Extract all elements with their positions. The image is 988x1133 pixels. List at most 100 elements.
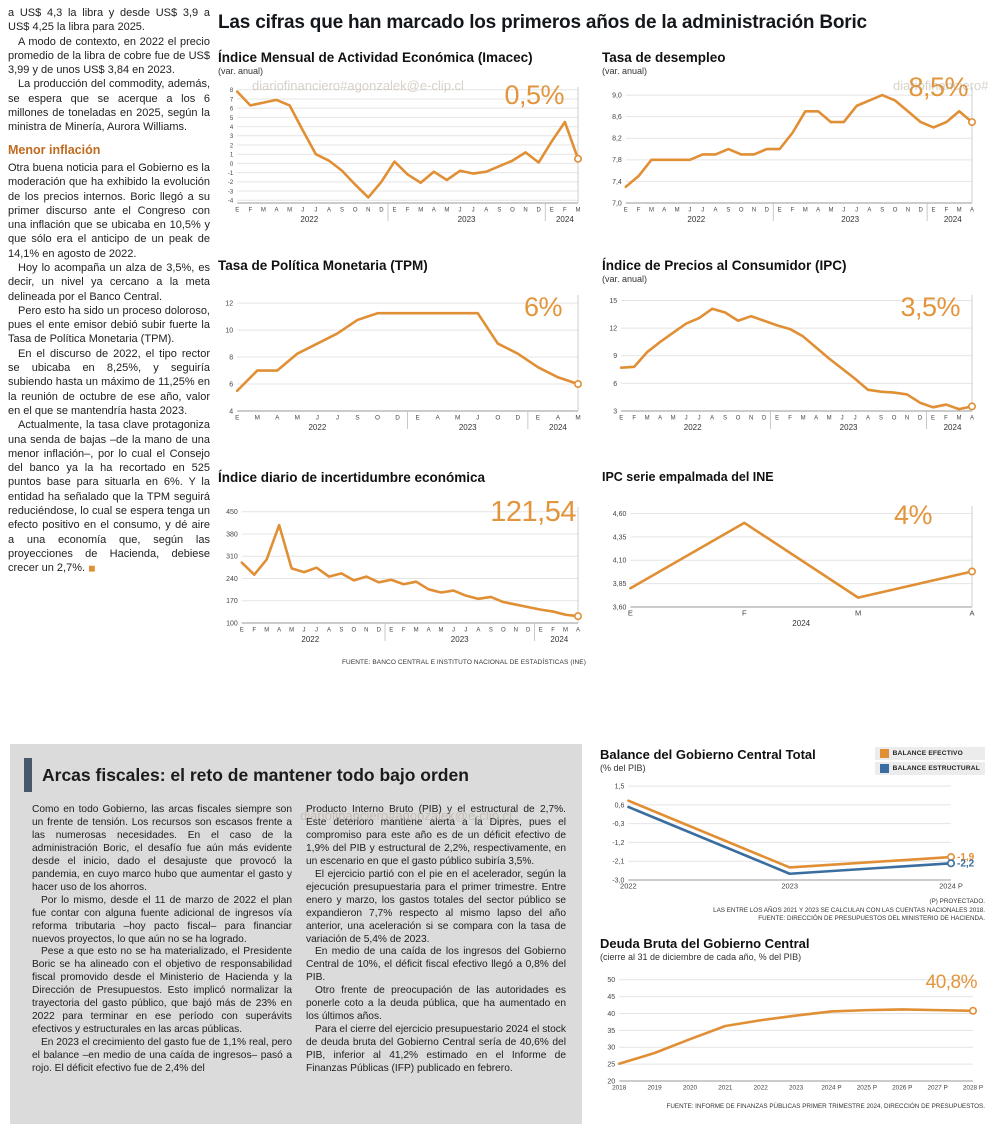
- svg-text:100: 100: [226, 620, 238, 627]
- svg-text:E: E: [628, 609, 633, 618]
- svg-text:J: J: [301, 208, 304, 214]
- svg-text:3,85: 3,85: [613, 581, 627, 588]
- svg-text:15: 15: [609, 298, 617, 305]
- chart-title: Tasa de desempleo: [602, 50, 726, 65]
- chart-desempleo: Tasa de desempleo (var. anual) 8,5% 7,0 7…: [602, 50, 984, 229]
- svg-text:E: E: [392, 208, 396, 214]
- svg-text:2023: 2023: [781, 882, 798, 891]
- fiscal-paragraph: El ejercicio partió con el pie en el ace…: [306, 868, 566, 945]
- chart-subtitle: (var. anual): [602, 66, 648, 76]
- fiscal-paragraph: Pese a que esto no se ha materializado, …: [32, 946, 292, 1036]
- svg-text:F: F: [563, 208, 567, 214]
- svg-text:J: J: [336, 415, 339, 422]
- imacec-plot: -4 -3 -2 -1 0 1 2 3 4 5 6 7 8 E F M A M J J A S O N D E F M A M J J A S O N…: [228, 87, 582, 224]
- article-paragraph: Actualmente, la tasa clave protagoniza u…: [8, 418, 210, 575]
- svg-text:A: A: [275, 208, 279, 214]
- svg-text:D: D: [762, 416, 767, 422]
- svg-text:O: O: [375, 415, 380, 422]
- svg-text:2024: 2024: [549, 423, 567, 432]
- svg-text:A: A: [710, 416, 714, 422]
- svg-text:O: O: [736, 416, 741, 422]
- svg-text:M: M: [455, 415, 460, 422]
- svg-text:A: A: [275, 415, 280, 422]
- chart-title: Índice Mensual de Actividad Económica (I…: [218, 50, 533, 65]
- svg-text:0: 0: [230, 162, 234, 168]
- svg-text:A: A: [427, 628, 431, 634]
- svg-text:S: S: [497, 208, 501, 214]
- fiscal-paragraph: Otro frente de preocupación de las autor…: [306, 985, 566, 1023]
- svg-text:A: A: [970, 208, 974, 214]
- chart-legend: BALANCE EFECTIVO BALANCE ESTRUCTURAL: [874, 747, 985, 777]
- chart-balance: Balance del Gobierno Central Total (% de…: [600, 747, 985, 924]
- fiscal-paragraph: Producto Interno Bruto (PIB) y el estruc…: [306, 804, 566, 867]
- svg-text:7: 7: [230, 97, 234, 103]
- chart-title: Tasa de Política Monetaria (TPM): [218, 258, 428, 273]
- svg-text:3: 3: [613, 408, 617, 415]
- svg-text:-4: -4: [228, 199, 234, 205]
- svg-text:2022: 2022: [620, 882, 637, 891]
- svg-text:8: 8: [230, 88, 234, 94]
- svg-text:N: N: [366, 208, 370, 214]
- chart-big-value: 8,5%: [908, 72, 968, 102]
- svg-text:M: M: [645, 416, 650, 422]
- svg-text:S: S: [355, 415, 359, 422]
- svg-text:A: A: [576, 628, 580, 634]
- chart-big-value: 40,8%: [925, 972, 978, 993]
- svg-text:M: M: [414, 628, 419, 634]
- svg-text:M: M: [801, 416, 806, 422]
- chart-incertidumbre: Índice diario de incertidumbre económica…: [218, 470, 590, 649]
- chart-title: Deuda Bruta del Gobierno Central: [600, 936, 810, 951]
- svg-text:-3,0: -3,0: [612, 877, 624, 884]
- svg-text:D: D: [537, 208, 542, 214]
- svg-text:J: J: [685, 416, 688, 422]
- svg-text:20: 20: [607, 1078, 615, 1085]
- svg-text:J: J: [459, 208, 462, 214]
- svg-text:2024 P: 2024 P: [821, 1085, 841, 1092]
- svg-text:A: A: [969, 609, 974, 618]
- svg-text:7,0: 7,0: [612, 200, 622, 207]
- svg-text:A: A: [662, 208, 666, 214]
- svg-text:2026 P: 2026 P: [892, 1085, 912, 1092]
- source-note: LAS ENTRE LOS AÑOS 2021 Y 2023 SE CALCUL…: [713, 906, 985, 914]
- fiscal-paragraph: En medio de una caída de los ingresos de…: [306, 946, 566, 984]
- svg-text:N: N: [906, 208, 910, 214]
- svg-text:F: F: [248, 208, 252, 214]
- svg-text:E: E: [778, 208, 782, 214]
- svg-text:S: S: [489, 628, 493, 634]
- chart-title: Balance del Gobierno Central Total: [600, 747, 816, 762]
- section-heading: Menor inflación: [8, 142, 101, 157]
- legend-item-efectivo: BALANCE EFECTIVO: [874, 747, 985, 760]
- svg-text:2022: 2022: [754, 1085, 769, 1092]
- svg-text:4: 4: [230, 125, 234, 131]
- svg-text:D: D: [918, 416, 923, 422]
- svg-text:E: E: [240, 628, 244, 634]
- svg-text:0,6: 0,6: [615, 802, 625, 809]
- svg-text:N: N: [752, 208, 756, 214]
- svg-text:2024: 2024: [556, 215, 574, 224]
- svg-text:M: M: [575, 415, 580, 422]
- fiscal-panel-columns: Como en todo Gobierno, las arcas fiscale…: [10, 800, 582, 1076]
- article-paragraph: Otra buena noticia para el Gobierno es l…: [8, 161, 210, 260]
- svg-text:F: F: [402, 628, 406, 634]
- svg-text:310: 310: [226, 554, 238, 561]
- chart-title: Índice diario de incertidumbre económica: [218, 470, 486, 485]
- svg-text:M: M: [289, 628, 294, 634]
- svg-text:N: N: [514, 628, 518, 634]
- svg-text:380: 380: [226, 531, 238, 538]
- article-paragraph: a US$ 4,3 la libra y desde US$ 3,9 a US$…: [8, 7, 210, 34]
- article-column: a US$ 4,3 la libra y desde US$ 3,9 a US$…: [8, 6, 210, 576]
- svg-text:J: J: [698, 416, 701, 422]
- source-note: FUENTE: BANCO CENTRAL E INSTITUTO NACION…: [341, 659, 586, 666]
- svg-text:M: M: [803, 208, 808, 214]
- source-notes: (P) PROYECTADO. LAS ENTRE LOS AÑOS 2021 …: [600, 898, 985, 924]
- svg-text:A: A: [327, 628, 331, 634]
- svg-text:J: J: [855, 208, 858, 214]
- svg-text:2019: 2019: [647, 1085, 662, 1092]
- svg-text:2018: 2018: [612, 1085, 627, 1092]
- balance-plot: -3,0 -2,1 -1,2 -0,3 0,6 1,5 2022 2023 2024 P -1,9…: [612, 783, 974, 891]
- svg-text:J: J: [314, 208, 317, 214]
- svg-text:35: 35: [607, 1028, 615, 1035]
- svg-text:M: M: [563, 628, 568, 634]
- chart-ipc-ine: IPC serie empalmada del INE 4% 3,60 3,85 4…: [602, 470, 984, 633]
